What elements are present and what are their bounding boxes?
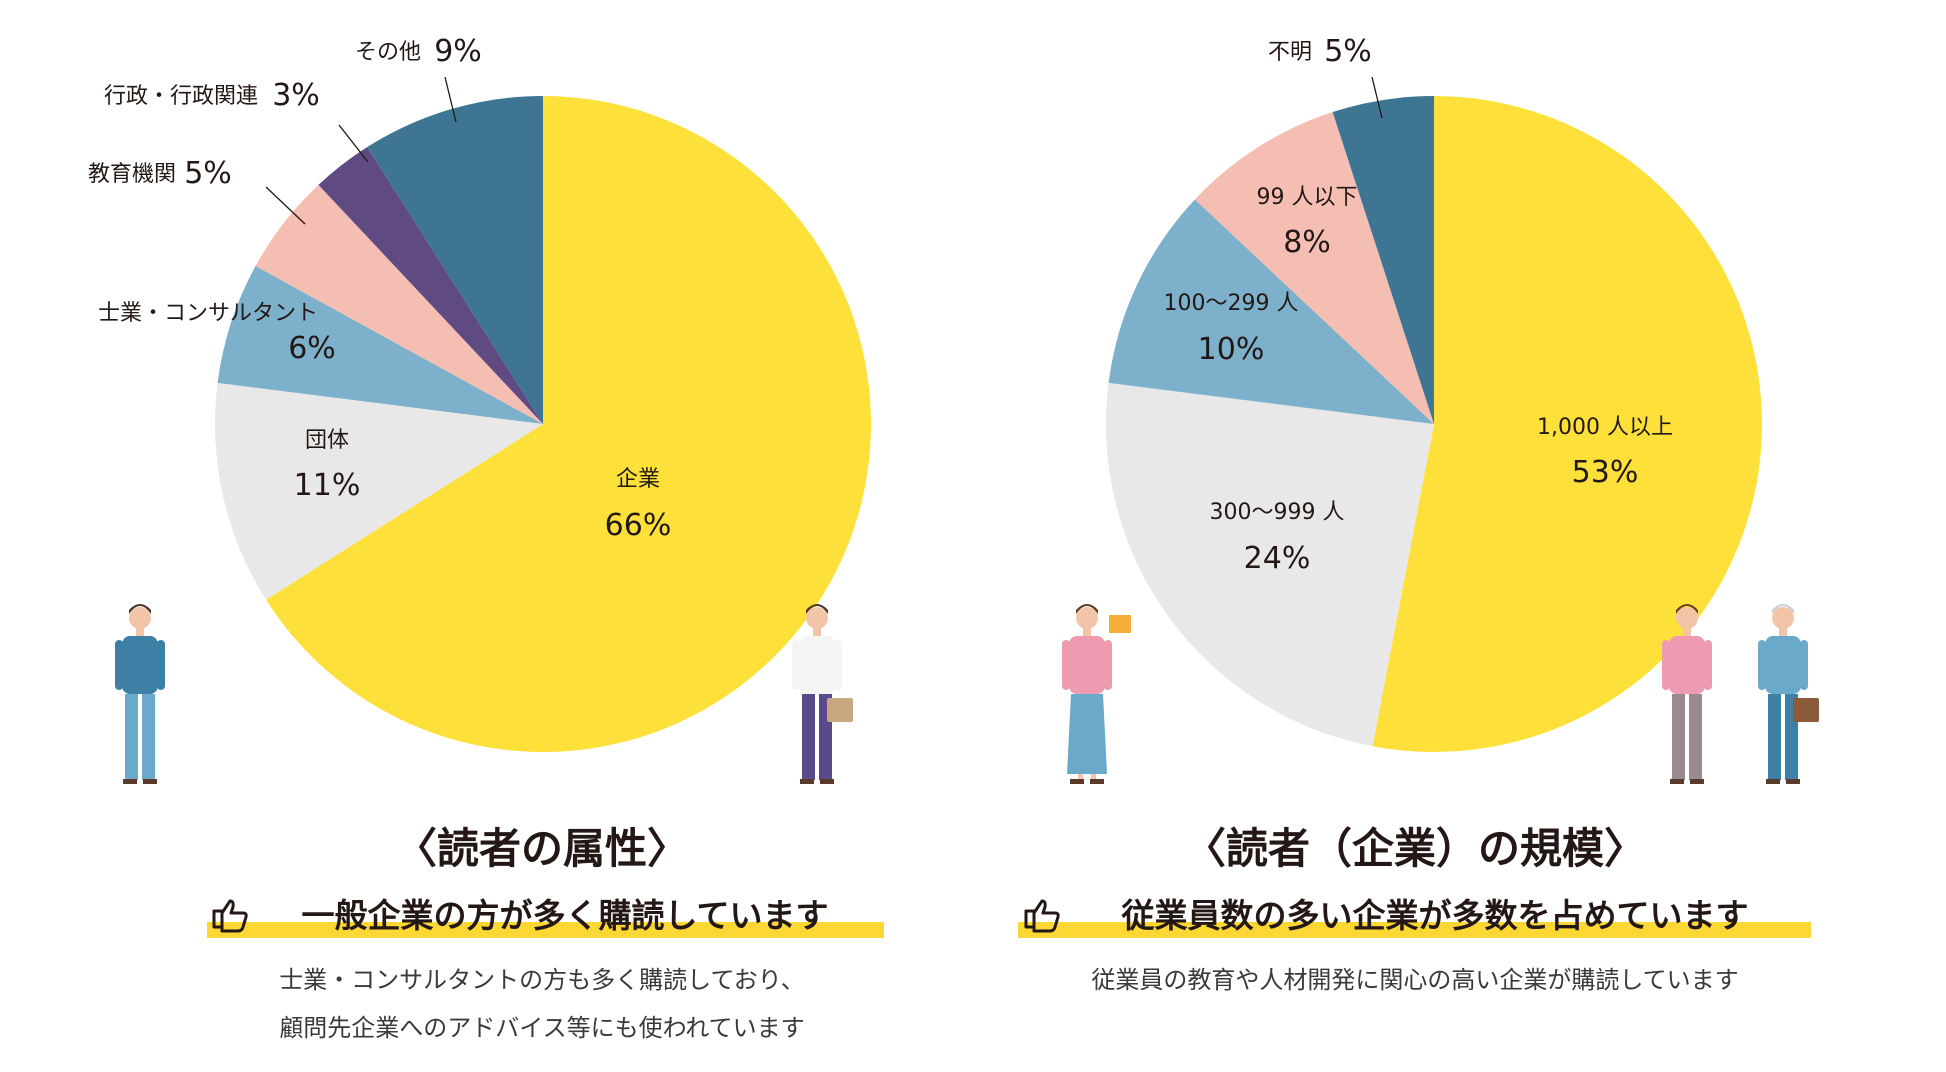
leader-line-government: [338, 124, 369, 163]
subtitle-highlight: [1018, 922, 1811, 938]
pie-slice: [367, 96, 543, 424]
title-reader-attributes: 〈読者の属性〉: [395, 824, 689, 873]
pct-government: 3%: [272, 78, 320, 113]
label-government: 行政・行政関連: [104, 84, 258, 109]
label-100-299: 100〜299 人: [1164, 291, 1299, 316]
pct-300-999: 24%: [1244, 541, 1311, 576]
pie-slice: [255, 184, 543, 424]
subtitle-reader-attributes: 一般企業の方が多く購読しています: [301, 896, 828, 935]
label-other: その他: [355, 40, 421, 65]
subtitle-company-size: 従業員数の多い企業が多数を占めています: [1121, 896, 1749, 935]
pie-slice: [1108, 199, 1434, 424]
pie-slice: [217, 265, 544, 424]
pie-slice: [1106, 382, 1434, 747]
label-education: 教育機関: [88, 162, 176, 187]
label-company: 企業: [616, 467, 660, 492]
pie-slice: [215, 382, 543, 600]
pct-99-under: 8%: [1283, 225, 1331, 260]
person-illustration: [115, 604, 165, 784]
pct-education: 5%: [184, 156, 232, 191]
label-1000-plus: 1,000 人以上: [1537, 415, 1673, 440]
pie-slice: [318, 147, 543, 425]
person-illustration: [1662, 604, 1712, 784]
description-line-2: 顧問先企業へのアドバイス等にも使われています: [279, 1014, 804, 1042]
title-company-size: 〈読者（企業）の規模〉: [1184, 824, 1646, 873]
label-unknown: 不明: [1268, 40, 1312, 65]
label-99-under: 99 人以下: [1257, 185, 1358, 210]
description-line-1: 従業員の教育や人材開発に関心の高い企業が購読しています: [1091, 966, 1738, 994]
pie-slice: [1194, 112, 1434, 424]
label-consultant: 士業・コンサルタント: [98, 301, 318, 326]
leader-line-education: [265, 186, 306, 225]
pct-organization: 11%: [294, 468, 361, 503]
subtitle-highlight: [207, 922, 884, 938]
label-organization: 団体: [305, 428, 349, 453]
person-illustration: [1062, 604, 1131, 784]
pie-slice: [1372, 96, 1762, 752]
person-illustration: [1758, 604, 1819, 784]
person-illustration: [792, 604, 853, 784]
pct-unknown: 5%: [1324, 34, 1372, 69]
label-300-999: 300〜999 人: [1210, 500, 1345, 525]
leader-line-other: [444, 76, 457, 123]
pie-slice: [1332, 96, 1434, 424]
pct-company: 66%: [605, 508, 672, 543]
people-illustrations: [115, 604, 1819, 784]
pie-slice: [266, 96, 872, 752]
pct-consultant: 6%: [288, 331, 336, 366]
thumbs-up-icon: [1024, 899, 1060, 933]
pct-1000-plus: 53%: [1572, 455, 1639, 490]
leader-line-unknown: [1371, 76, 1383, 119]
pct-100-299: 10%: [1198, 332, 1265, 367]
description-line-1: 士業・コンサルタントの方も多く購読しており、: [279, 966, 805, 994]
pie-company-size: [1106, 96, 1762, 752]
thumbs-up-icon: [212, 899, 248, 933]
pie-reader-attributes: [215, 96, 872, 752]
pct-other: 9%: [434, 34, 482, 69]
